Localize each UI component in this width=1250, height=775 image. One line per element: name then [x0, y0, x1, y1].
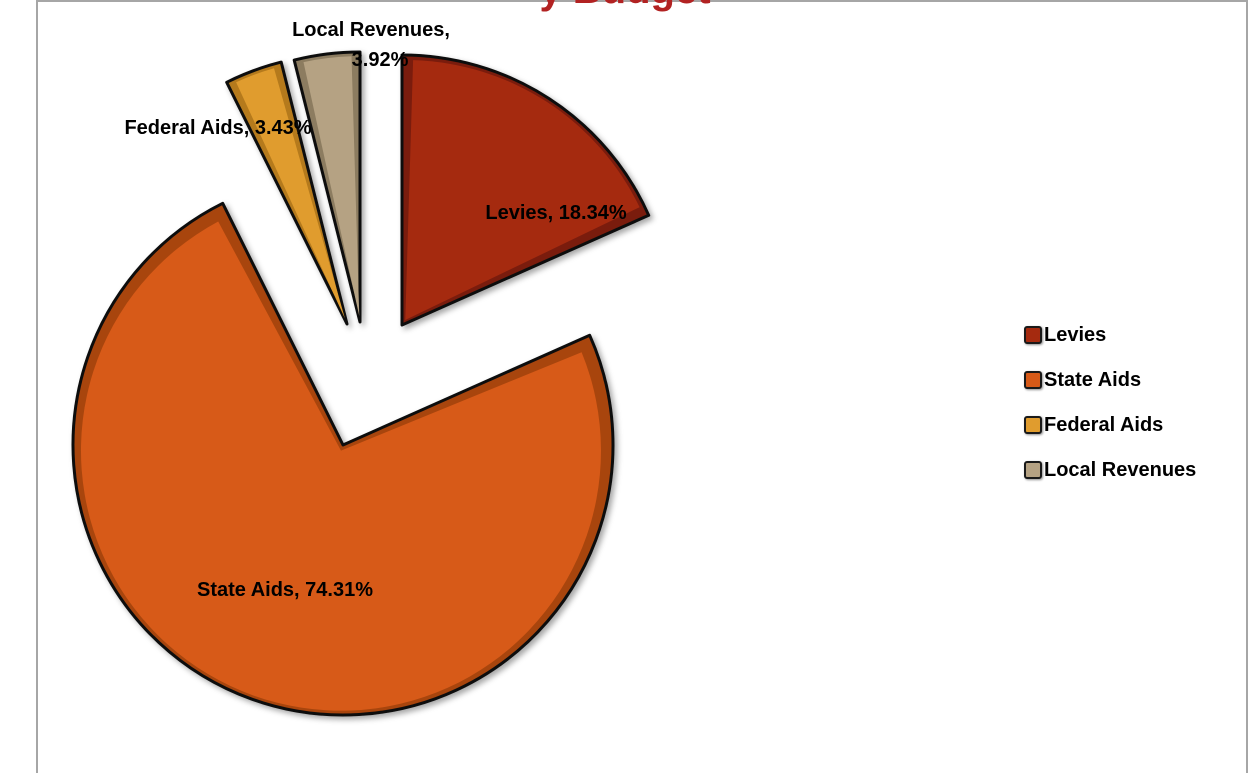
data-label-local-revenues-line2: 3.92% — [352, 49, 409, 71]
data-label-federal-aids: Federal Aids, 3.43% — [124, 117, 311, 139]
legend-swatch-federal-aids — [1024, 415, 1042, 434]
legend-label: Local Revenues — [1044, 458, 1197, 481]
data-label-local-revenues-line1: Local Revenues, — [292, 19, 450, 41]
legend-label: Levies — [1044, 323, 1107, 346]
data-label-state-aids: State Aids, 74.31% — [197, 579, 373, 601]
pie-slice-local-revenues — [292, 50, 362, 324]
legend-item-federal-aids: Federal Aids — [1024, 402, 1196, 447]
data-label-levies: Levies, 18.34% — [485, 202, 626, 224]
legend-swatch-local-revenues — [1024, 460, 1042, 479]
legend-item-local-revenues: Local Revenues — [1024, 447, 1196, 492]
pie-slice-federal-aids — [225, 60, 349, 326]
chart-area — [36, 0, 1248, 773]
pie-slice-state-aids — [71, 201, 615, 717]
chart-title: y Budget — [0, 0, 1250, 10]
legend-swatch-state-aids — [1024, 370, 1042, 389]
legend-item-levies: Levies — [1024, 312, 1196, 357]
pie-slice-levies — [400, 53, 651, 327]
legend: Levies State Aids Federal Aids Local Rev… — [1024, 312, 1196, 492]
legend-label: State Aids — [1044, 368, 1142, 391]
legend-item-state-aids: State Aids — [1024, 357, 1196, 402]
legend-swatch-levies — [1024, 325, 1042, 344]
legend-label: Federal Aids — [1044, 413, 1164, 436]
